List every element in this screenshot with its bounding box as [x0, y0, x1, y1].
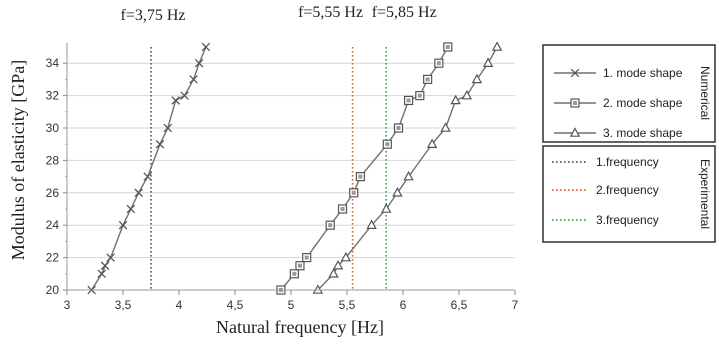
- series-line: [317, 46, 498, 291]
- data-point: [382, 139, 392, 149]
- y-axis-label: Modulus of elasticity [GPa]: [8, 60, 28, 260]
- series-line: [91, 46, 207, 291]
- legend-experimental-box: [542, 145, 716, 243]
- data-point: [380, 203, 392, 213]
- frequency-lines: [150, 47, 388, 290]
- data-point: [118, 220, 128, 230]
- data-point: [194, 58, 204, 68]
- legend-numerical-title: Numerical: [698, 66, 712, 120]
- data-point: [143, 172, 152, 181]
- y-tick-label: 24: [46, 218, 60, 232]
- y-tick-label: 26: [46, 186, 60, 200]
- data-point: [443, 42, 453, 52]
- x-tick-label: 4: [176, 298, 183, 312]
- grid-lines: [67, 62, 515, 259]
- data-point: [471, 73, 483, 84]
- data-point: [366, 219, 377, 229]
- series-group: [87, 41, 503, 295]
- axes: [63, 43, 516, 295]
- frequency-label-2: f=5,55 Hz: [298, 4, 363, 21]
- x-axis-label: Natural frequency [Hz]: [216, 317, 384, 337]
- x-tick-label: 7: [512, 298, 519, 312]
- data-point: [106, 253, 115, 262]
- data-point: [312, 284, 324, 294]
- data-point: [302, 253, 312, 263]
- series-1: [87, 42, 211, 295]
- data-point: [403, 170, 414, 181]
- legend-label: 2. mode shape: [603, 96, 683, 110]
- data-point: [100, 261, 110, 270]
- tick-labels: 20 22 24 26 28 30 32 34 3 3,5 4 4,5 5 5,5 6 6,5 7: [46, 56, 519, 312]
- x-tick-label: 6: [400, 298, 407, 312]
- legend-label: 3. mode shape: [603, 126, 683, 140]
- x-tick-label: 3,5: [115, 298, 132, 312]
- data-point: [126, 204, 136, 214]
- x-tick-label: 3: [64, 298, 71, 312]
- data-point: [355, 172, 366, 182]
- data-point: [328, 268, 339, 278]
- data-point: [201, 42, 211, 52]
- data-point: [393, 123, 404, 133]
- y-tick-label: 20: [46, 283, 60, 297]
- data-point: [570, 68, 580, 78]
- y-tick-label: 34: [46, 56, 60, 70]
- data-point: [337, 204, 348, 214]
- data-point: [155, 139, 165, 149]
- data-point: [332, 259, 344, 270]
- data-point: [569, 127, 581, 137]
- series-3: [312, 41, 503, 294]
- y-tick-label: 22: [46, 251, 60, 265]
- data-point: [404, 95, 414, 106]
- frequency-labels: f=3,75 Hz f=5,55 Hz f=5,85 Hz: [120, 4, 436, 24]
- data-point: [295, 261, 305, 271]
- x-tick-label: 4,5: [227, 298, 244, 312]
- data-point: [340, 251, 352, 262]
- legend-label: 1. mode shape: [603, 66, 683, 80]
- y-tick-label: 30: [46, 121, 60, 135]
- data-point: [392, 187, 403, 197]
- x-tick-label: 5,5: [339, 298, 356, 312]
- legend-experimental-title: Experimental: [698, 159, 712, 229]
- legend: 1. mode shape 2. mode shape 3. mode shape 1…: [542, 44, 716, 243]
- legend-label: 2.frequency: [596, 183, 659, 197]
- legend-label: 1.frequency: [596, 155, 659, 169]
- data-point: [461, 89, 473, 100]
- data-point: [171, 96, 180, 105]
- data-point: [349, 188, 359, 198]
- data-point: [325, 220, 335, 230]
- legend-numerical-box: [542, 44, 716, 143]
- data-point: [189, 75, 198, 84]
- x-tick-label: 6,5: [451, 298, 468, 312]
- data-point: [134, 188, 143, 198]
- y-tick-label: 32: [46, 89, 60, 103]
- data-point: [426, 138, 438, 148]
- legend-label: 3.frequency: [596, 213, 659, 227]
- x-tick-label: 5: [288, 298, 295, 312]
- data-point: [440, 122, 451, 132]
- series-2: [276, 42, 453, 295]
- data-point: [423, 74, 433, 85]
- data-point: [450, 94, 461, 105]
- frequency-label-1: f=3,75 Hz: [120, 7, 185, 24]
- data-point: [482, 57, 494, 68]
- data-point: [97, 269, 106, 279]
- y-tick-label: 28: [46, 153, 60, 167]
- data-point: [570, 98, 580, 108]
- data-point: [491, 41, 503, 51]
- data-point: [415, 90, 425, 101]
- data-point: [180, 91, 189, 100]
- data-point: [163, 123, 173, 133]
- data-point: [289, 269, 299, 279]
- data-point: [434, 58, 444, 68]
- frequency-label-3: f=5,85 Hz: [372, 4, 437, 21]
